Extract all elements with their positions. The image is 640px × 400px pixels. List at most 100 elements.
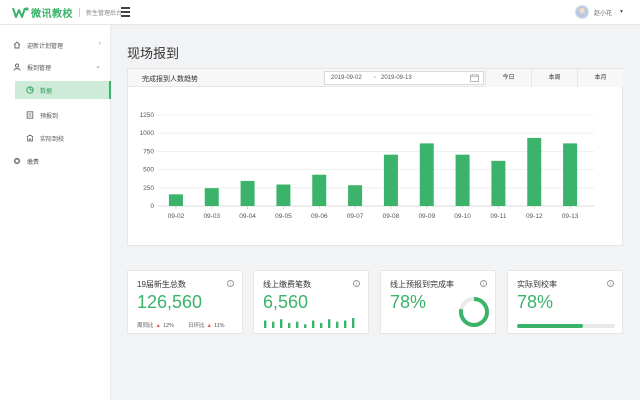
- y-tick-label: 1000: [140, 130, 155, 137]
- y-tick-label: 1250: [140, 112, 155, 119]
- sidebar-item-label: 缴费: [27, 160, 40, 166]
- page-title: 现场报到: [127, 46, 180, 61]
- info-icon[interactable]: i: [353, 280, 360, 287]
- progress-fill: [517, 324, 583, 328]
- sidebar-item-data[interactable]: 数据: [15, 81, 111, 99]
- avatar[interactable]: [575, 5, 590, 19]
- progress-bar: [517, 324, 615, 328]
- x-tick-label: 09-13: [562, 213, 579, 220]
- stat-value: 78%: [517, 292, 554, 312]
- building-icon: [26, 134, 34, 142]
- range-week-button[interactable]: 本周: [531, 69, 577, 87]
- y-tick-label: 750: [143, 148, 154, 155]
- mini-bar: [312, 320, 315, 328]
- wow-value: 12%: [162, 323, 174, 329]
- chart-bar: [527, 137, 542, 206]
- mini-bar: [280, 319, 283, 328]
- logo-icon: [12, 7, 29, 18]
- mini-bar: [264, 320, 267, 328]
- sidebar-item-registration[interactable]: 报到管理 ⌄: [0, 58, 111, 76]
- mini-bar: [344, 320, 347, 328]
- sidebar-item-welcome-plan[interactable]: 迎新计划管理 ›: [0, 36, 111, 54]
- date-separator: ~: [373, 75, 377, 81]
- stat-card-online-payments: 线上缴费笔数 i 6,560: [253, 270, 369, 334]
- sidebar-item-payment[interactable]: 缴费: [0, 152, 111, 170]
- trend-chart-card: 完成报到人数趋势 2019-09-02 ~ 2019-09-13 今日 本周 本…: [127, 68, 623, 246]
- sidebar-item-label: 预报到: [40, 114, 59, 120]
- stat-value: 78%: [390, 292, 427, 312]
- top-bar: 微讯教校 新生管理后台 赵小花 ▼: [0, 0, 640, 25]
- x-tick-label: 09-11: [490, 213, 507, 220]
- mini-bar-chart: [264, 318, 355, 328]
- menu-toggle-icon[interactable]: [121, 7, 130, 17]
- stat-comparison: 周同比 ▲ 12% 日环比 ▲ 11%: [137, 321, 225, 329]
- chart-bar: [491, 160, 506, 206]
- stat-card-pre-registration-rate: 线上预报到完成率 i 78%: [380, 270, 496, 334]
- info-icon[interactable]: i: [607, 280, 614, 287]
- x-tick-label: 09-02: [168, 213, 185, 220]
- chart-bar: [419, 143, 434, 206]
- stat-title: 19届新生总数: [137, 280, 186, 289]
- chart-bar: [348, 185, 363, 206]
- mini-bar: [336, 321, 339, 328]
- bar-chart: 0 250 500 750 1000 1250 09-02 09-03 09-04 09-05 09…: [140, 112, 594, 220]
- sidebar-item-arrival[interactable]: 实际到校: [0, 129, 111, 147]
- chart-bar: [240, 180, 255, 206]
- chevron-down-icon[interactable]: ▼: [619, 9, 624, 15]
- date-range-picker[interactable]: 2019-09-02 ~ 2019-09-13: [324, 71, 484, 85]
- chevron-down-icon: ⌄: [95, 63, 101, 70]
- date-end: 2019-09-13: [381, 75, 412, 81]
- sidebar-item-label: 实际到校: [40, 137, 65, 143]
- y-tick-label: 250: [143, 185, 154, 192]
- x-tick-label: 09-07: [347, 213, 364, 220]
- stat-card-arrival-rate: 实际到校率 i 78%: [507, 270, 623, 334]
- stat-value: 126,560: [137, 292, 203, 312]
- sidebar-item-pre-registration[interactable]: 预报到: [0, 106, 111, 124]
- user-icon: [13, 63, 21, 71]
- range-month-button[interactable]: 本月: [577, 69, 623, 87]
- app-logo[interactable]: 微讯教校 新生管理后台: [12, 5, 123, 20]
- x-tick-label: 09-09: [418, 213, 435, 220]
- date-start: 2019-09-02: [331, 75, 362, 81]
- chart-bar: [312, 174, 327, 206]
- stat-title: 实际到校率: [517, 280, 557, 289]
- pie-chart-icon: [26, 86, 34, 94]
- home-icon: [13, 41, 21, 49]
- x-tick-label: 09-10: [454, 213, 471, 220]
- user-name: 赵小花: [594, 10, 613, 17]
- mini-bar: [296, 321, 299, 328]
- stat-value: 6,560: [263, 292, 309, 312]
- stat-title: 线上预报到完成率: [390, 280, 454, 289]
- wow-label: 周同比: [137, 323, 154, 329]
- sidebar-item-label: 数据: [40, 89, 53, 95]
- mini-bar: [320, 323, 323, 328]
- range-today-button[interactable]: 今日: [485, 69, 531, 87]
- chart-bar: [204, 188, 219, 206]
- chart-bar: [276, 184, 291, 206]
- x-tick-label: 09-06: [311, 213, 328, 220]
- trend-up-icon: ▲: [155, 323, 161, 329]
- dod-label: 日环比: [187, 323, 205, 329]
- logo-divider: [79, 7, 80, 17]
- x-tick-label: 09-08: [383, 213, 400, 220]
- x-tick-label: 09-04: [239, 213, 256, 220]
- info-icon[interactable]: i: [227, 280, 234, 287]
- mini-bar: [304, 324, 307, 328]
- y-tick-label: 500: [143, 167, 154, 174]
- document-icon: [26, 111, 34, 119]
- user-menu[interactable]: 赵小花 ▼: [575, 5, 624, 19]
- mini-bar: [272, 321, 275, 328]
- x-tick-label: 09-12: [526, 213, 543, 220]
- chart-bar: [563, 143, 578, 206]
- stat-card-total-students: 19届新生总数 i 126,560 周同比 ▲ 12% 日环比 ▲ 11%: [127, 270, 243, 334]
- chart-header: 完成报到人数趋势 2019-09-02 ~ 2019-09-13 今日 本周 本…: [128, 69, 623, 87]
- sidebar: 迎新计划管理 › 报到管理 ⌄ 数据 预报到 实际到校 缴费: [0, 25, 111, 400]
- donut-progress: [459, 297, 489, 327]
- mini-bar: [328, 319, 331, 328]
- gear-icon: [13, 157, 21, 165]
- calendar-icon[interactable]: [470, 74, 479, 82]
- trend-up-icon: ▲: [206, 323, 212, 329]
- stat-title: 线上缴费笔数: [263, 280, 311, 289]
- info-icon[interactable]: i: [480, 280, 487, 287]
- app-subtitle: 新生管理后台: [86, 10, 123, 17]
